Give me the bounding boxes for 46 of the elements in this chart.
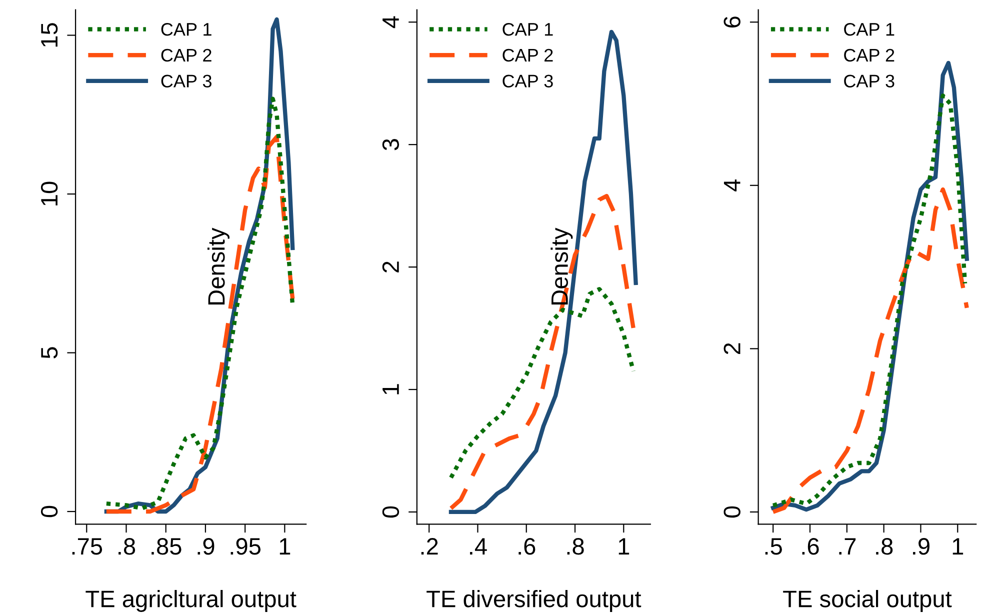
x-tick-label: 1: [280, 538, 290, 555]
annotation: Density: [207, 228, 230, 304]
x-tick-label: .9: [913, 538, 930, 555]
y-tick-label: 4: [382, 16, 399, 28]
x-axis-title: TE agricltural output: [86, 590, 296, 612]
y-tick-label: 3: [382, 139, 400, 150]
y-tick-label: 0: [382, 506, 400, 518]
legend-label: CAP 2: [502, 48, 553, 62]
legend-label: CAP 1: [844, 22, 894, 36]
x-tick-label: 1: [618, 538, 630, 555]
y-tick-label: 2: [724, 343, 740, 354]
x-tick-label: .85: [152, 538, 182, 555]
line-series: [448, 194, 636, 510]
x-tick-label: .9: [198, 538, 214, 555]
y-tick-label: 1: [382, 384, 399, 394]
y-tick-label: 4: [724, 180, 740, 192]
x-tick-label: .95: [230, 538, 260, 555]
x-tick-label: .75: [72, 538, 102, 555]
y-tick-label: 15: [41, 23, 58, 47]
x-tick-label: .6: [802, 538, 819, 555]
y-tick-label: 2: [382, 262, 399, 272]
legend-label: CAP 2: [161, 48, 212, 62]
x-tick-label: .8: [567, 538, 584, 555]
x-tick-label: .8: [876, 538, 893, 555]
y-tick-label: 5: [41, 347, 58, 358]
x-tick-label: .5: [765, 538, 782, 555]
legend-label: CAP 3: [844, 74, 894, 88]
legend-label: CAP 2: [844, 48, 894, 62]
y-tick-label: 6: [724, 16, 740, 28]
x-axis-title: TE social output: [783, 590, 952, 612]
legend-label: CAP 3: [502, 74, 553, 88]
line-series: [770, 187, 969, 514]
x-tick-label: .6: [518, 538, 536, 555]
x-tick-label: .2: [421, 538, 438, 555]
x-tick-label: .8: [118, 538, 136, 555]
x-tick-label: .4: [470, 538, 487, 555]
legend-label: CAP 1: [502, 22, 553, 36]
legend-label: CAP 1: [161, 22, 212, 36]
legend-label: CAP 3: [161, 74, 212, 88]
y-tick-label: 0: [40, 506, 58, 518]
x-axis-title: TE diversified output: [426, 590, 642, 612]
y-tick-label: 0: [724, 506, 740, 518]
annotation: Density: [550, 228, 573, 304]
x-tick-label: .7: [839, 538, 856, 555]
x-tick-label: 1: [952, 538, 964, 555]
y-tick-label: 10: [40, 182, 58, 206]
